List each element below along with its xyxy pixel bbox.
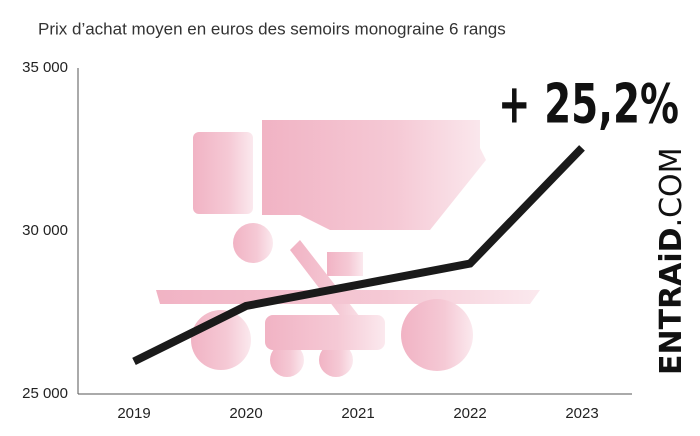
x-tick-label: 2022 xyxy=(453,405,486,422)
x-tick-label: 2023 xyxy=(565,405,598,422)
y-tick-label: 35 000 xyxy=(22,59,68,76)
data-line xyxy=(132,145,585,365)
annotation: + 25,2% xyxy=(498,73,679,136)
brand-watermark: ENTRAiD.COM xyxy=(654,147,689,375)
x-tick-label: 2020 xyxy=(229,405,262,422)
brand: ENTRAiD xyxy=(654,227,689,375)
y-tick-label: 30 000 xyxy=(22,222,68,239)
y-tick-label: 25 000 xyxy=(22,385,68,402)
chart-title: Prix d’achat moyen en euros des semoirs … xyxy=(38,19,506,38)
x-tick-label: 2021 xyxy=(341,405,374,422)
x-tick-label: 2019 xyxy=(117,405,150,422)
brand-suffix: .COM xyxy=(654,147,689,227)
